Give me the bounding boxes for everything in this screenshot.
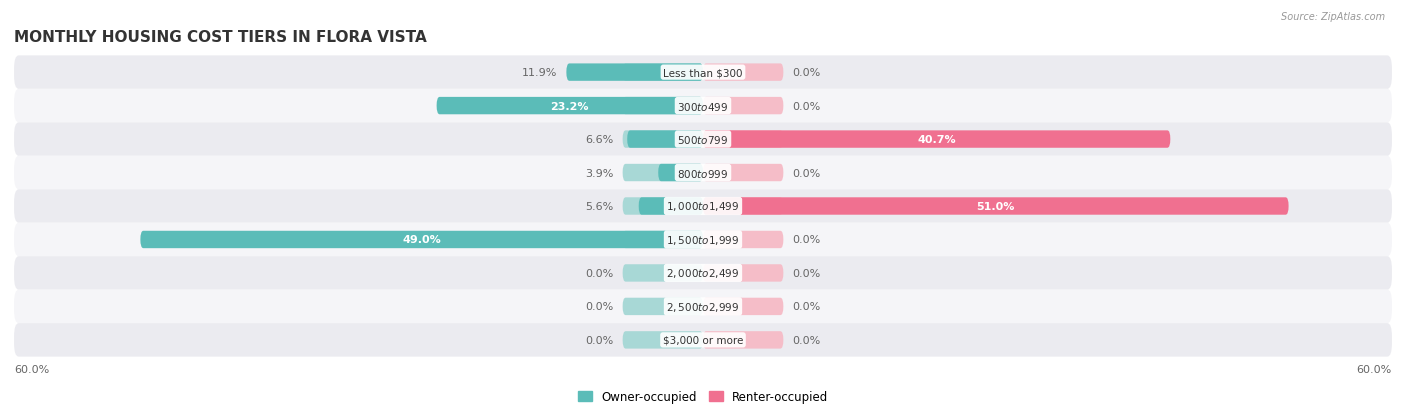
FancyBboxPatch shape bbox=[623, 298, 703, 316]
FancyBboxPatch shape bbox=[623, 198, 703, 215]
Text: Less than $300: Less than $300 bbox=[664, 68, 742, 78]
FancyBboxPatch shape bbox=[623, 265, 703, 282]
FancyBboxPatch shape bbox=[437, 97, 703, 115]
Text: 5.6%: 5.6% bbox=[585, 202, 613, 211]
FancyBboxPatch shape bbox=[703, 64, 783, 82]
FancyBboxPatch shape bbox=[703, 198, 1289, 215]
Text: $500 to $799: $500 to $799 bbox=[678, 134, 728, 146]
Text: 11.9%: 11.9% bbox=[522, 68, 557, 78]
FancyBboxPatch shape bbox=[703, 97, 783, 115]
FancyBboxPatch shape bbox=[623, 64, 703, 82]
FancyBboxPatch shape bbox=[14, 256, 1392, 290]
Legend: Owner-occupied, Renter-occupied: Owner-occupied, Renter-occupied bbox=[572, 385, 834, 408]
FancyBboxPatch shape bbox=[658, 164, 703, 182]
FancyBboxPatch shape bbox=[703, 198, 783, 215]
FancyBboxPatch shape bbox=[623, 331, 703, 349]
FancyBboxPatch shape bbox=[703, 265, 783, 282]
Text: $3,000 or more: $3,000 or more bbox=[662, 335, 744, 345]
Text: 0.0%: 0.0% bbox=[793, 168, 821, 178]
Text: 0.0%: 0.0% bbox=[793, 301, 821, 312]
FancyBboxPatch shape bbox=[703, 131, 783, 148]
Text: $300 to $499: $300 to $499 bbox=[678, 100, 728, 112]
Text: 3.9%: 3.9% bbox=[585, 168, 613, 178]
FancyBboxPatch shape bbox=[623, 164, 703, 182]
Text: 0.0%: 0.0% bbox=[585, 268, 613, 278]
FancyBboxPatch shape bbox=[623, 97, 703, 115]
FancyBboxPatch shape bbox=[567, 64, 703, 82]
Text: 0.0%: 0.0% bbox=[793, 235, 821, 245]
Text: MONTHLY HOUSING COST TIERS IN FLORA VISTA: MONTHLY HOUSING COST TIERS IN FLORA VIST… bbox=[14, 30, 427, 45]
Text: $1,500 to $1,999: $1,500 to $1,999 bbox=[666, 233, 740, 247]
FancyBboxPatch shape bbox=[14, 323, 1392, 357]
FancyBboxPatch shape bbox=[623, 231, 703, 249]
FancyBboxPatch shape bbox=[703, 231, 783, 249]
Text: $2,000 to $2,499: $2,000 to $2,499 bbox=[666, 267, 740, 280]
FancyBboxPatch shape bbox=[703, 164, 783, 182]
FancyBboxPatch shape bbox=[703, 298, 783, 316]
FancyBboxPatch shape bbox=[623, 131, 703, 148]
Text: 49.0%: 49.0% bbox=[402, 235, 441, 245]
FancyBboxPatch shape bbox=[14, 123, 1392, 157]
Text: 0.0%: 0.0% bbox=[793, 268, 821, 278]
Text: 6.6%: 6.6% bbox=[585, 135, 613, 145]
Text: 0.0%: 0.0% bbox=[793, 101, 821, 112]
Text: 0.0%: 0.0% bbox=[585, 301, 613, 312]
FancyBboxPatch shape bbox=[703, 131, 1170, 148]
FancyBboxPatch shape bbox=[14, 190, 1392, 223]
FancyBboxPatch shape bbox=[14, 157, 1392, 190]
Text: 51.0%: 51.0% bbox=[977, 202, 1015, 211]
FancyBboxPatch shape bbox=[627, 131, 703, 148]
FancyBboxPatch shape bbox=[14, 90, 1392, 123]
Text: $2,500 to $2,999: $2,500 to $2,999 bbox=[666, 300, 740, 313]
Text: Source: ZipAtlas.com: Source: ZipAtlas.com bbox=[1281, 12, 1385, 22]
Text: 40.7%: 40.7% bbox=[917, 135, 956, 145]
FancyBboxPatch shape bbox=[141, 231, 703, 249]
Text: 0.0%: 0.0% bbox=[793, 68, 821, 78]
Text: 0.0%: 0.0% bbox=[585, 335, 613, 345]
FancyBboxPatch shape bbox=[703, 331, 783, 349]
Text: 60.0%: 60.0% bbox=[1357, 364, 1392, 374]
Text: $1,000 to $1,499: $1,000 to $1,499 bbox=[666, 200, 740, 213]
Text: 0.0%: 0.0% bbox=[793, 335, 821, 345]
Text: 60.0%: 60.0% bbox=[14, 364, 49, 374]
FancyBboxPatch shape bbox=[14, 223, 1392, 256]
FancyBboxPatch shape bbox=[638, 198, 703, 215]
Text: $800 to $999: $800 to $999 bbox=[678, 167, 728, 179]
FancyBboxPatch shape bbox=[14, 290, 1392, 323]
FancyBboxPatch shape bbox=[14, 56, 1392, 90]
Text: 23.2%: 23.2% bbox=[551, 101, 589, 112]
